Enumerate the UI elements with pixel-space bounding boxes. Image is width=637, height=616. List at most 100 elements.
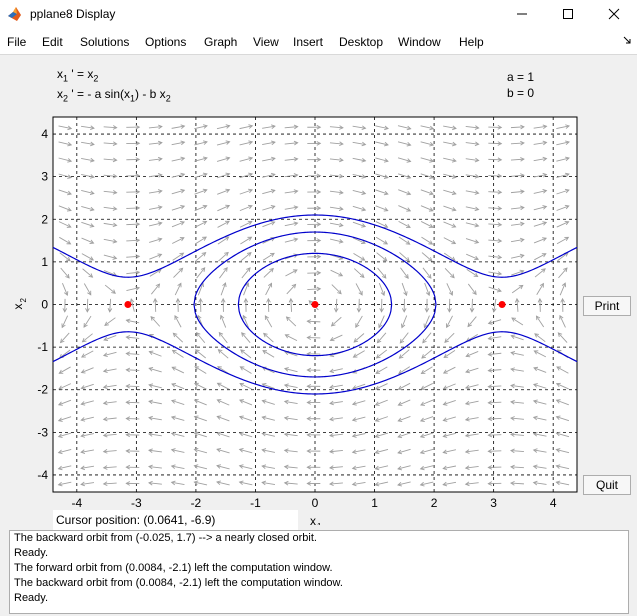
direction-arrow (103, 142, 117, 145)
direction-arrowhead (102, 368, 108, 373)
direction-arrow (262, 383, 275, 389)
menu-file[interactable]: File (7, 35, 27, 49)
direction-arrowhead (351, 465, 357, 471)
direction-arrowhead (329, 384, 334, 390)
direction-arrow (335, 298, 338, 312)
direction-arrow (172, 237, 185, 244)
direction-arrowhead (293, 205, 299, 210)
direction-arrowhead (316, 157, 322, 162)
direction-arrow (465, 174, 479, 178)
direction-arrowhead (316, 141, 322, 146)
equation-1: x1 ' = x2 (57, 67, 99, 84)
direction-arrowhead (270, 252, 275, 258)
direction-arrowhead (397, 465, 403, 471)
direction-arrowhead (261, 448, 267, 453)
direction-arrowhead (533, 366, 539, 372)
minimize-button[interactable] (499, 0, 545, 30)
direction-arrow (331, 284, 342, 295)
direction-arrow (58, 481, 72, 486)
direction-arrowhead (316, 222, 322, 227)
direction-arrow (239, 383, 252, 390)
direction-arrowhead (425, 291, 431, 297)
x-tick-label: 3 (490, 496, 497, 510)
menu-graph[interactable]: Graph (204, 35, 238, 49)
direction-arrow (126, 223, 140, 226)
direction-arrowhead (57, 401, 63, 406)
direction-arrowhead (261, 431, 267, 437)
direction-arrowhead (306, 383, 312, 389)
y-tick-label: 2 (41, 212, 48, 226)
menu-insert[interactable]: Insert (293, 35, 324, 49)
direction-arrowhead (442, 369, 448, 374)
direction-arrow (331, 316, 342, 327)
direction-arrow (154, 298, 157, 312)
direction-arrow (533, 206, 547, 211)
direction-arrowhead (316, 270, 322, 276)
direction-arrow (171, 141, 185, 146)
direction-arrow (378, 282, 385, 296)
menu-options[interactable]: Options (145, 35, 187, 49)
direction-arrowhead (271, 124, 276, 129)
direction-arrow (467, 283, 477, 295)
direction-arrow (285, 334, 298, 342)
direction-arrow (556, 221, 569, 228)
direction-arrow (465, 482, 479, 485)
message-line: The backward orbit from (0.0084, -2.1) l… (14, 577, 343, 589)
direction-arrowhead (487, 481, 493, 486)
direction-arrowhead (216, 415, 222, 420)
dock-arrow-icon[interactable] (623, 36, 631, 44)
direction-arrow (240, 349, 252, 359)
direction-arrow (465, 238, 479, 243)
direction-arrowhead (224, 251, 229, 257)
print-button[interactable]: Print (583, 296, 631, 316)
direction-arrow (81, 237, 94, 244)
direction-arrow (148, 222, 162, 227)
menu-solutions[interactable]: Solutions (80, 35, 130, 49)
direction-arrow (239, 173, 253, 179)
direction-arrow (171, 221, 185, 228)
direction-arrow (558, 267, 568, 279)
direction-arrowhead (155, 283, 161, 289)
direction-arrowhead (355, 323, 360, 328)
message-box[interactable]: The backward orbit from (-0.025, 1.7) --… (9, 530, 629, 614)
direction-arrowhead (135, 141, 141, 146)
quit-button[interactable]: Quit (583, 475, 631, 495)
direction-arrow (375, 189, 388, 195)
menu-view[interactable]: View (253, 35, 279, 49)
direction-arrow (352, 125, 366, 129)
direction-arrow (58, 157, 72, 162)
direction-arrowhead (510, 448, 515, 454)
menu-edit[interactable]: Edit (42, 35, 63, 49)
direction-arrow (465, 466, 479, 469)
direction-arrowhead (451, 207, 457, 212)
direction-arrowhead (238, 480, 244, 486)
direction-arrowhead (559, 314, 564, 320)
y-tick-label: -1 (37, 340, 48, 354)
menu-window[interactable]: Window (398, 35, 441, 49)
direction-arrowhead (492, 307, 497, 313)
direction-arrowhead (510, 432, 515, 437)
direction-arrow (171, 481, 185, 486)
direction-arrowhead (288, 297, 294, 303)
direction-arrowhead (248, 140, 254, 145)
direction-arrowhead (157, 173, 163, 178)
maximize-button[interactable] (545, 0, 591, 30)
direction-arrow (375, 449, 389, 454)
direction-arrowhead (80, 417, 86, 422)
direction-arrowhead (283, 432, 289, 437)
direction-arrowhead (283, 480, 289, 486)
close-button[interactable] (591, 0, 637, 30)
direction-arrowhead (511, 317, 516, 322)
direction-arrowhead (542, 156, 548, 162)
direction-arrow (488, 385, 502, 388)
menu-help[interactable]: Help (459, 35, 484, 49)
direction-arrowhead (157, 189, 163, 194)
direction-arrow (557, 332, 568, 343)
menu-desktop[interactable]: Desktop (339, 35, 384, 49)
direction-arrowhead (125, 335, 131, 340)
direction-arrowhead (352, 353, 358, 358)
direction-arrow (352, 173, 366, 178)
direction-arrow (195, 252, 206, 262)
direction-arrowhead (353, 338, 359, 343)
